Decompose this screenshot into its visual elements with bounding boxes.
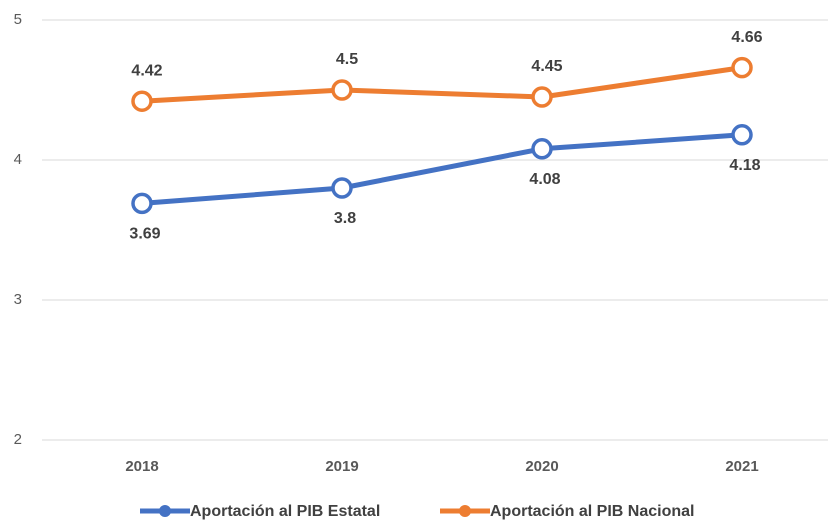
- legend-label: Aportación al PIB Estatal: [190, 503, 380, 520]
- point-marker: [731, 56, 753, 79]
- y-tick-label: 5: [14, 11, 22, 28]
- x-tick-label: 2019: [325, 458, 358, 475]
- data-label: 4.66: [731, 29, 762, 46]
- point-marker: [731, 124, 753, 146]
- series-line: [141, 132, 743, 206]
- x-tick-label: 2020: [525, 458, 558, 475]
- data-label: 4.18: [729, 157, 760, 174]
- x-tick-label: 2021: [725, 458, 758, 475]
- legend-marker: [459, 505, 471, 517]
- point-marker: [531, 138, 553, 160]
- point-marker: [331, 79, 353, 101]
- series-line: [141, 65, 743, 104]
- x-tick-label: 2018: [125, 458, 158, 475]
- point-marker: [131, 90, 153, 112]
- point-marker: [131, 192, 153, 215]
- point-marker: [531, 86, 553, 108]
- data-label: 4.42: [131, 62, 162, 79]
- data-label: 3.8: [334, 210, 356, 227]
- legend-marker: [159, 505, 171, 517]
- data-label: 4.45: [531, 58, 562, 75]
- y-tick-label: 4: [14, 151, 22, 168]
- y-tick-label: 2: [14, 431, 22, 448]
- data-label: 4.08: [529, 171, 560, 188]
- point-marker: [331, 177, 353, 199]
- y-tick-label: 3: [14, 291, 22, 308]
- legend-label: Aportación al PIB Nacional: [490, 503, 694, 520]
- data-label: 4.5: [336, 51, 358, 68]
- data-label: 3.69: [129, 226, 160, 243]
